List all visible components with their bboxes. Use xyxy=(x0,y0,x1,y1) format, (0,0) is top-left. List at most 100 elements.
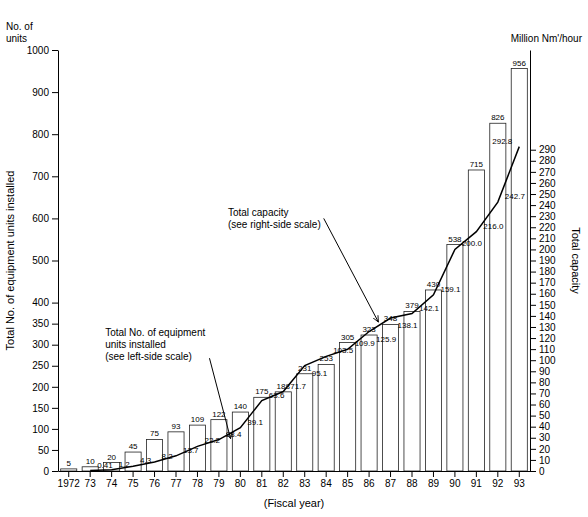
annotation-arrow xyxy=(209,358,230,438)
annotation-line: No. of xyxy=(6,21,33,32)
tick-mark xyxy=(530,249,536,250)
y-tick: 400 xyxy=(32,297,58,308)
chart: 1972737475767778798081828384858687888990… xyxy=(0,0,588,517)
y2-tick: 0 xyxy=(530,466,545,477)
line-label: 22.2 xyxy=(204,436,220,445)
annotation-line: units installed xyxy=(105,339,166,350)
line-label: 95.1 xyxy=(312,369,328,378)
y2-tick-label: 70 xyxy=(539,388,551,399)
line xyxy=(90,147,519,471)
line-label: 8.2 xyxy=(162,452,174,461)
y2-tick-label: 180 xyxy=(539,266,556,277)
tick-mark xyxy=(90,471,91,477)
x-tick: 86 xyxy=(364,471,376,489)
x-tick-label: 73 xyxy=(85,478,97,489)
tick-mark xyxy=(530,449,536,450)
x-tick: 78 xyxy=(192,471,204,489)
y-tick-label: 700 xyxy=(32,171,49,182)
x-tick: 1972 xyxy=(58,471,81,489)
y-tick: 800 xyxy=(32,129,58,140)
tick-mark xyxy=(530,238,536,239)
axis-line xyxy=(58,51,59,472)
y-tick-label: 50 xyxy=(38,445,50,456)
tick-mark xyxy=(530,261,536,262)
y2-tick-label: 60 xyxy=(539,399,551,410)
y-tick-label: 600 xyxy=(32,213,49,224)
y2-tick-label: 190 xyxy=(539,255,556,266)
y2-tick: 290 xyxy=(530,144,556,155)
tick-mark xyxy=(52,92,58,93)
x-tick: 73 xyxy=(85,471,97,489)
line-label: 109.9 xyxy=(355,339,376,348)
y-tick: 900 xyxy=(32,87,58,98)
y2-tick-label: 250 xyxy=(539,189,556,200)
y2-tick-label: 10 xyxy=(539,455,551,466)
x-tick-label: 85 xyxy=(342,478,354,489)
y-tick-label: 0 xyxy=(43,466,49,477)
tick-mark xyxy=(530,272,536,273)
x-tick-label: 90 xyxy=(449,478,461,489)
tick-mark xyxy=(52,303,58,304)
annotation-line: (see right-side scale) xyxy=(228,219,321,230)
y2-tick-label: 210 xyxy=(539,233,556,244)
x-tick-label: 86 xyxy=(364,478,376,489)
annotation: Total capacity(see right-side scale) xyxy=(228,207,321,230)
line-label: 138.1 xyxy=(398,321,419,330)
bar-label: 348 xyxy=(384,314,398,323)
data-labels: 5102045759310912214017518823125330532334… xyxy=(67,59,527,470)
x-tick: 83 xyxy=(299,471,311,489)
bar-label: 253 xyxy=(320,354,334,363)
tick-mark xyxy=(52,450,58,451)
y2-tick-label: 280 xyxy=(539,155,556,166)
tick-mark xyxy=(530,194,536,195)
tick-mark xyxy=(176,471,177,477)
y2-tick: 70 xyxy=(530,388,551,399)
y2-tick-label: 50 xyxy=(539,410,551,421)
x-tick: 81 xyxy=(256,471,268,489)
y-tick-label: 500 xyxy=(32,255,49,266)
y2-tick: 200 xyxy=(530,244,556,255)
tick-mark xyxy=(530,227,536,228)
tick-mark xyxy=(52,50,58,51)
tick-mark xyxy=(530,460,536,461)
y-tick-label: 350 xyxy=(32,318,49,329)
tick-mark xyxy=(347,471,348,477)
x-axis-title: (Fiscal year) xyxy=(264,497,325,509)
line-label: 0.41 xyxy=(97,461,113,470)
tick-mark xyxy=(412,471,413,477)
x-tick: 91 xyxy=(471,471,483,489)
x-tick-label: 1972 xyxy=(58,478,81,489)
x-tick: 76 xyxy=(149,471,161,489)
tick-mark xyxy=(530,471,536,472)
y2-tick: 270 xyxy=(530,167,556,178)
bar xyxy=(425,290,441,471)
tick-mark xyxy=(52,408,58,409)
bar-label: 109 xyxy=(191,415,205,424)
tick-mark xyxy=(390,471,391,477)
bar-label: 175 xyxy=(255,387,269,396)
line-label: 4.3 xyxy=(140,456,152,465)
y2-tick: 80 xyxy=(530,377,551,388)
annotation-arrow xyxy=(324,218,379,322)
tick-mark xyxy=(133,471,134,477)
line-label: 103.5 xyxy=(333,346,354,355)
y-tick: 50 xyxy=(38,445,58,456)
x-tick-label: 76 xyxy=(149,478,161,489)
tick-mark xyxy=(497,471,498,477)
bar xyxy=(61,469,77,471)
bar-label: 305 xyxy=(341,333,355,342)
axis: 1972737475767778798081828384858687888990… xyxy=(58,471,531,489)
bar-label: 188 xyxy=(277,382,291,391)
tick-mark xyxy=(52,387,58,388)
tick-mark xyxy=(530,371,536,372)
y2-tick: 280 xyxy=(530,155,556,166)
tick-mark xyxy=(154,471,155,477)
line-label: 292.8 xyxy=(492,137,513,146)
tick-mark xyxy=(530,405,536,406)
y2-tick: 100 xyxy=(530,355,556,366)
tick-mark xyxy=(304,471,305,477)
y2-tick: 160 xyxy=(530,288,556,299)
y-tick: 700 xyxy=(32,171,58,182)
tick-mark xyxy=(68,471,69,477)
annotation: Total No. of equipmentunits installed(se… xyxy=(105,327,205,362)
